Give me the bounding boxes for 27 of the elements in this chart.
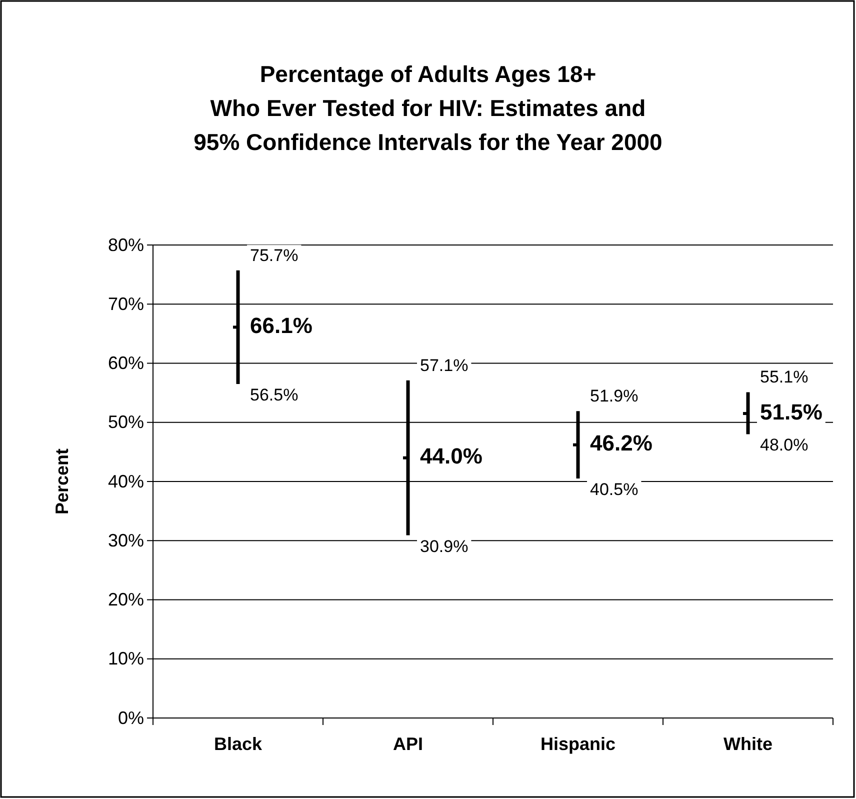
annotation: 57.1% [420,356,468,375]
x-tick-label: Hispanic [540,734,616,754]
y-tick-label: 40% [108,471,144,492]
data-label: 46.2% [590,430,652,456]
y-tick-label: 60% [108,353,144,374]
y-tick-label: 50% [108,412,144,432]
data-label: 51.5% [760,399,822,424]
data-label: 44.0% [420,444,482,469]
annotation: 30.9% [420,536,468,556]
annotation: 48.0% [760,436,808,455]
annotation: 56.5% [250,385,298,404]
y-tick-label: 10% [108,648,144,669]
y-tick-label: 30% [108,530,144,550]
annotation: 51.9% [590,386,638,406]
y-tick-label: 70% [108,294,144,314]
chart-title: Percentage of Adults Ages 18+ Who Ever Tested for HIV: Estimates and 95% Confidence Intervals for the Year 2000 [194,61,662,155]
x-tick-label: API [392,734,424,754]
data-label: 66.1% [250,312,312,338]
annotation: 55.1% [760,368,808,387]
y-tick-label: 20% [108,590,144,610]
annotation: 75.7% [250,246,298,265]
annotation: 40.5% [590,480,638,500]
y-axis-title: Percent [52,448,72,515]
y-tick-label: 0% [118,708,144,728]
x-tick-label: White [724,734,772,754]
y-tick-label: 80% [108,234,144,255]
x-tick-label: Black [214,734,263,754]
